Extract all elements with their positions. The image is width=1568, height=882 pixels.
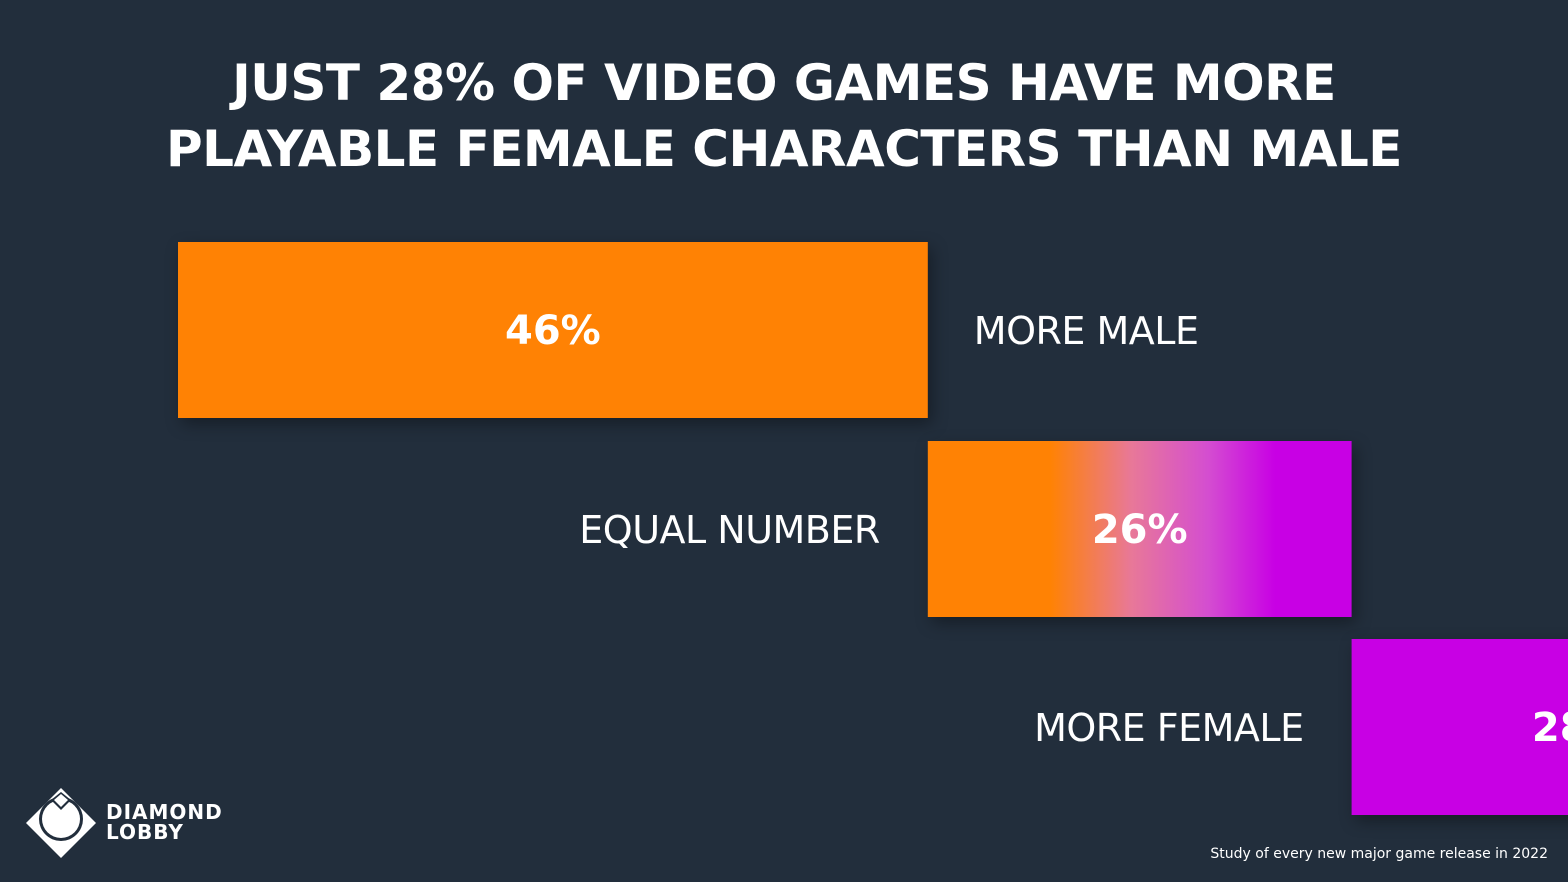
category-label-more-female: MORE FEMALE — [1034, 706, 1304, 750]
bar-more-female — [1351, 639, 1568, 815]
logo-line-1: DIAMOND — [106, 800, 223, 824]
source-footnote: Study of every new major game release in… — [1210, 846, 1548, 862]
bar-more-male — [178, 242, 928, 418]
value-label-more-female: 28% — [1532, 705, 1568, 751]
value-label-equal-number: 26% — [1092, 507, 1188, 553]
chart-title: JUST 28% OF VIDEO GAMES HAVE MORE PLAYAB… — [0, 50, 1568, 182]
diamond-lobby-logo: DIAMOND LOBBY — [24, 786, 274, 862]
category-label-equal-number: EQUAL NUMBER — [579, 508, 880, 552]
logo-line-2: LOBBY — [106, 820, 184, 844]
bar-equal-number — [927, 441, 1352, 617]
category-label-more-male: MORE MALE — [974, 309, 1199, 353]
chart-title-line-1: JUST 28% OF VIDEO GAMES HAVE MORE — [232, 54, 1336, 112]
chart-title-line-2: PLAYABLE FEMALE CHARACTERS THAN MALE — [166, 120, 1402, 178]
value-label-more-male: 46% — [505, 308, 601, 354]
diamond-logo-icon — [26, 788, 96, 858]
logo-wordmark: DIAMOND LOBBY — [106, 802, 223, 842]
